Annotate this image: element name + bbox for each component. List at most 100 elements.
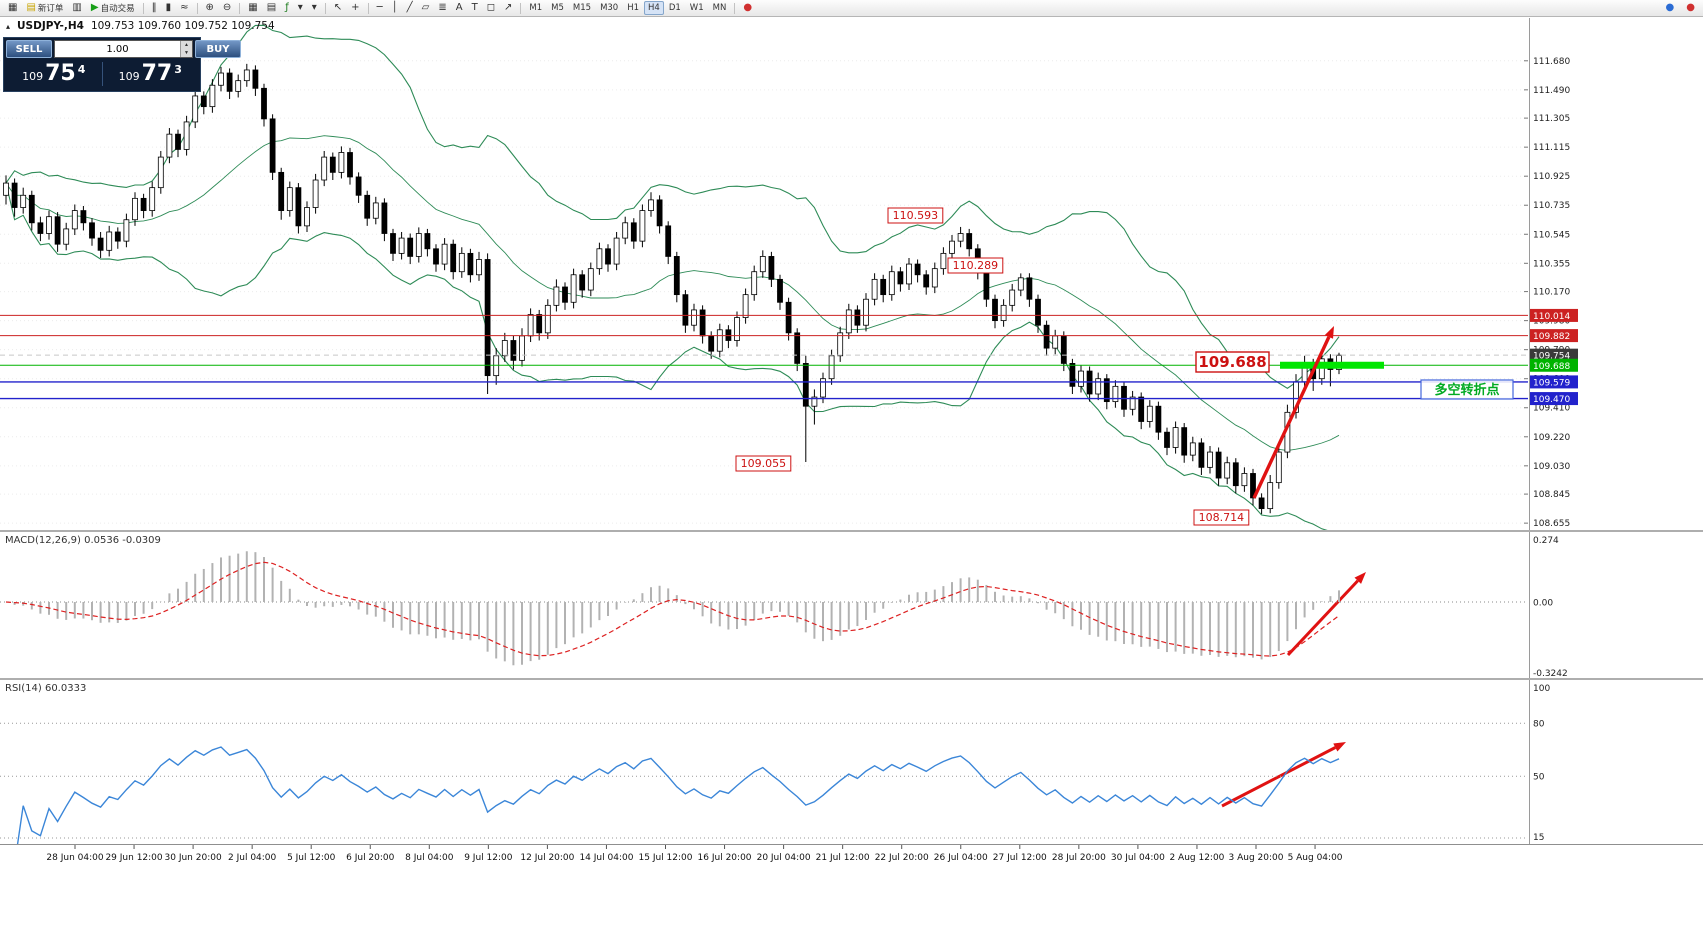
autotrade-button[interactable]: ▶ 自动交易 xyxy=(87,1,139,15)
crosshair-tool-glyph: + xyxy=(351,2,360,13)
svg-text:109.579: 109.579 xyxy=(1533,378,1570,388)
macd-histogram xyxy=(13,551,1340,666)
chart-windows-icon[interactable]: ▥ xyxy=(68,1,85,15)
svg-text:109.410: 109.410 xyxy=(1533,404,1570,414)
community-status-icon-glyph: ● xyxy=(1665,2,1675,13)
text-tool[interactable]: A xyxy=(452,1,467,15)
svg-text:0.00: 0.00 xyxy=(1533,599,1553,609)
svg-text:108.845: 108.845 xyxy=(1533,490,1570,500)
charts-grid-icon[interactable]: ▦ xyxy=(4,1,21,15)
time-axis[interactable]: 28 Jun 04:00 29 Jun 12:00 30 Jun 20:00 2 Ju… xyxy=(0,844,1703,867)
alert-icon[interactable]: ● xyxy=(739,1,756,15)
periods-dropdown[interactable]: ▾ xyxy=(308,1,321,15)
channel-tool-glyph: ▱ xyxy=(421,2,430,13)
tf-m1-button[interactable]: M1 xyxy=(525,1,546,15)
svg-text:12 Jul 20:00: 12 Jul 20:00 xyxy=(520,853,574,863)
toolbar-separator xyxy=(520,2,522,14)
svg-text:5 Jul 12:00: 5 Jul 12:00 xyxy=(287,853,336,863)
news-status-icon[interactable]: ● xyxy=(1682,1,1699,15)
rsi-title: RSI(14) 60.0333 xyxy=(5,683,86,694)
pane-separator[interactable] xyxy=(0,678,1703,680)
svg-text:29 Jun 12:00: 29 Jun 12:00 xyxy=(105,853,162,863)
tile-windows-icon[interactable]: ▦ xyxy=(244,1,261,15)
cursor-tool[interactable]: ↖ xyxy=(330,1,346,15)
hline-tool[interactable]: ─ xyxy=(373,1,387,15)
symbol-icon: ▴ xyxy=(6,22,11,31)
svg-text:2 Jul 04:00: 2 Jul 04:00 xyxy=(228,853,277,863)
indicators-dropdown[interactable]: ▾ xyxy=(294,1,307,15)
price-annotations: 110.593 110.289 109.688 109.055 108.714 xyxy=(735,207,1270,526)
auto-arrange-icon-glyph: ▤ xyxy=(266,2,277,13)
svg-text:50: 50 xyxy=(1533,772,1545,782)
svg-text:30 Jun 20:00: 30 Jun 20:00 xyxy=(165,853,222,863)
trendline-tool[interactable]: ╱ xyxy=(403,1,417,15)
bid-big-digits: 75 xyxy=(45,60,76,86)
volume-up-button[interactable]: ▲ xyxy=(181,41,192,49)
svg-text:109.882: 109.882 xyxy=(1533,332,1570,342)
svg-text:110.014: 110.014 xyxy=(1533,312,1570,322)
shapes-tool[interactable]: ◻ xyxy=(483,1,499,15)
volume-input[interactable] xyxy=(55,41,180,57)
svg-text:21 Jul 12:00: 21 Jul 12:00 xyxy=(816,853,870,863)
macd-indicator-pane[interactable]: MACD(12,26,9) 0.0536 -0.0309 0.274 0.00 -0.… xyxy=(0,532,1703,678)
tf-m5-button[interactable]: M5 xyxy=(547,1,568,15)
tf-w1-button[interactable]: W1 xyxy=(686,1,708,15)
tf-d1-button[interactable]: D1 xyxy=(665,1,685,15)
trend-arrow xyxy=(1221,742,1346,808)
fibonacci-tool[interactable]: ≣ xyxy=(434,1,450,15)
svg-text:27 Jul 12:00: 27 Jul 12:00 xyxy=(993,853,1047,863)
arrow-tool[interactable]: ↗ xyxy=(500,1,516,15)
rsi-indicator-pane[interactable]: RSI(14) 60.0333 100 80 50 15 xyxy=(0,680,1703,844)
buy-button[interactable]: BUY xyxy=(195,40,241,58)
volume-field: ▲ ▼ xyxy=(54,40,193,58)
svg-text:100: 100 xyxy=(1533,684,1550,694)
toolbar-items: ▦ ▤ 新订单 ▥ ▶ 自动交易 ‖ ▮ ≈ ⊕ ⊖ ▦ ▤ ƒ ▾ ▾ ↖ + ─ │ ╱ ▱ ≣ A T ◻ ↗ M1 M5 M15 M… xyxy=(4,1,756,15)
fibonacci-tool-glyph: ≣ xyxy=(438,2,447,13)
vline-tool[interactable]: │ xyxy=(388,1,402,15)
zoom-out-icon[interactable]: ⊖ xyxy=(219,1,235,15)
zoom-in-icon[interactable]: ⊕ xyxy=(202,1,218,15)
label-tool[interactable]: T xyxy=(468,1,482,15)
arrow-tool-glyph: ↗ xyxy=(504,2,513,13)
tf-mn-button[interactable]: MN xyxy=(709,1,731,15)
price-chart-pane[interactable]: 111.680 111.490 111.305 111.115 110.925 110.7… xyxy=(0,18,1703,530)
tf-h4-button[interactable]: H4 xyxy=(644,1,664,15)
tile-windows-icon-glyph: ▦ xyxy=(248,2,258,13)
volume-down-button[interactable]: ▼ xyxy=(181,49,192,57)
svg-text:110.289: 110.289 xyxy=(953,259,999,272)
new-order-button[interactable]: ▤ 新订单 xyxy=(22,1,67,15)
svg-text:2 Aug 12:00: 2 Aug 12:00 xyxy=(1169,853,1224,863)
bars-chart-icon[interactable]: ‖ xyxy=(148,1,161,15)
tf-m15-button[interactable]: M15 xyxy=(569,1,595,15)
sell-button[interactable]: SELL xyxy=(6,40,52,58)
ask-prefix: 109 xyxy=(118,69,140,83)
svg-text:6 Jul 20:00: 6 Jul 20:00 xyxy=(346,853,395,863)
svg-text:20 Jul 04:00: 20 Jul 04:00 xyxy=(757,853,811,863)
svg-text:109.055: 109.055 xyxy=(741,457,787,470)
candlestick-chart-icon[interactable]: ▮ xyxy=(162,1,176,15)
svg-text:110.170: 110.170 xyxy=(1533,288,1570,298)
autotrade-button-glyph: ▶ xyxy=(90,2,99,13)
tf-h1-button[interactable]: H1 xyxy=(623,1,643,15)
svg-text:110.735: 110.735 xyxy=(1533,201,1570,211)
macd-title: MACD(12,26,9) 0.0536 -0.0309 xyxy=(5,535,161,546)
symbol-label: USDJPY-,H4 xyxy=(17,20,84,32)
svg-text:30 Jul 04:00: 30 Jul 04:00 xyxy=(1111,853,1165,863)
zoom-out-icon-glyph: ⊖ xyxy=(222,2,232,13)
line-chart-icon[interactable]: ≈ xyxy=(176,1,192,15)
channel-tool[interactable]: ▱ xyxy=(418,1,434,15)
svg-text:109.470: 109.470 xyxy=(1533,395,1570,405)
svg-text:109.688: 109.688 xyxy=(1533,362,1570,372)
pane-separator[interactable] xyxy=(0,530,1703,532)
indicators-button[interactable]: ƒ xyxy=(281,1,293,15)
toolbar: ▦ ▤ 新订单 ▥ ▶ 自动交易 ‖ ▮ ≈ ⊕ ⊖ ▦ ▤ ƒ ▾ ▾ ↖ + ─ │ ╱ ▱ ≣ A T ◻ ↗ M1 M5 M15 M… xyxy=(0,0,1703,17)
crosshair-tool[interactable]: + xyxy=(347,1,363,15)
community-status-icon[interactable]: ● xyxy=(1662,1,1679,15)
svg-text:15 Jul 12:00: 15 Jul 12:00 xyxy=(639,853,693,863)
toolbar-separator xyxy=(142,2,144,14)
auto-arrange-icon[interactable]: ▤ xyxy=(263,1,280,15)
svg-text:9 Jul 12:00: 9 Jul 12:00 xyxy=(464,853,513,863)
tf-m30-button[interactable]: M30 xyxy=(596,1,622,15)
